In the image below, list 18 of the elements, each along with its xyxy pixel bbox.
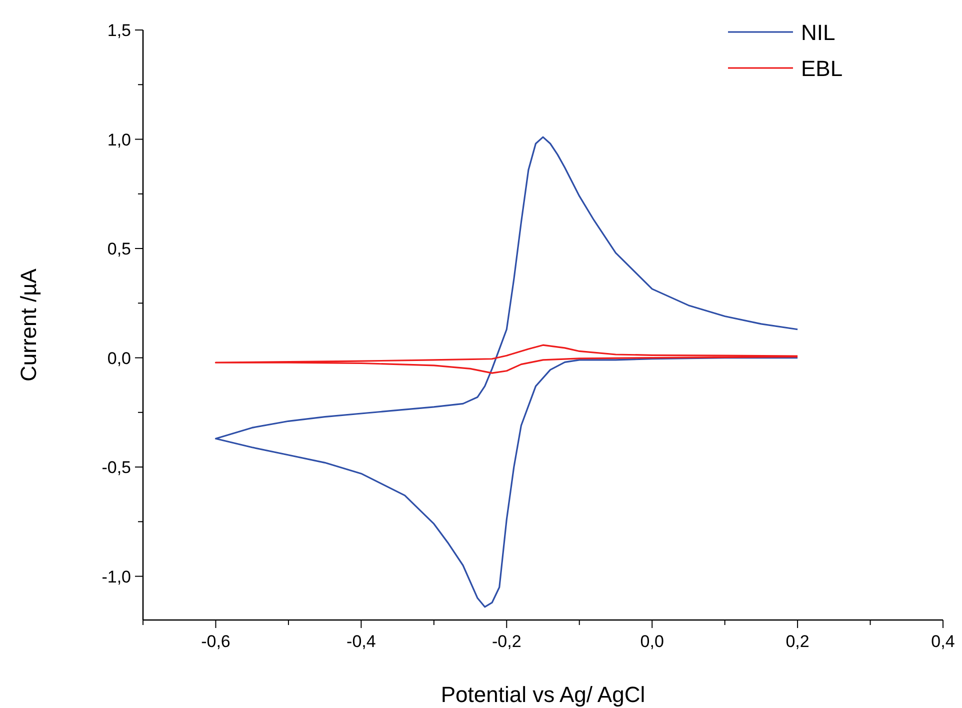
line-series	[214, 344, 798, 374]
x-tick-label: -0,2	[492, 632, 522, 651]
x-tick-label: -0,4	[346, 632, 376, 651]
y-axis-title: Current /µA	[16, 268, 41, 382]
y-tick-label: 0,0	[107, 348, 131, 368]
y-tick-label: 0,5	[107, 240, 131, 259]
y-tick-label: 1,0	[107, 130, 131, 150]
legend-label: EBL	[801, 56, 843, 81]
x-tick-label: 0,2	[786, 632, 810, 651]
x-tick-label: -0,6	[201, 632, 230, 651]
x-tick-label: 0,4	[931, 632, 955, 651]
legend-label: NIL	[801, 20, 836, 45]
x-tick-label: 0,0	[640, 632, 664, 651]
x-axis-title: Potential vs Ag/ AgCl	[440, 682, 646, 707]
y-tick-label: 1,5	[107, 21, 131, 40]
y-tick-label: -0,5	[102, 458, 131, 478]
line-series	[214, 136, 798, 608]
y-tick-label: -1,0	[102, 567, 131, 586]
